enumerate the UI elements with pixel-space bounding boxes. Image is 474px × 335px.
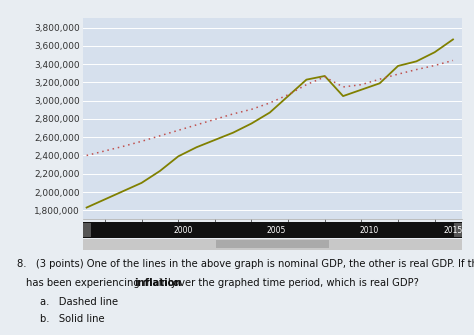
Text: 2000: 2000: [174, 226, 193, 234]
Text: over the graphed time period, which is real GDP?: over the graphed time period, which is r…: [170, 277, 419, 287]
Text: inflation: inflation: [134, 277, 182, 287]
Text: b.   Solid line: b. Solid line: [40, 314, 105, 324]
Bar: [454, 222, 462, 237]
Text: 8.   (3 points) One of the lines in the above graph is nominal GDP, the other is: 8. (3 points) One of the lines in the ab…: [17, 260, 474, 269]
Text: a.   Dashed line: a. Dashed line: [40, 297, 118, 308]
Bar: [83, 222, 91, 237]
Text: 2015: 2015: [443, 226, 462, 234]
Text: has been experiencing mainly: has been experiencing mainly: [26, 277, 180, 287]
Text: 2010: 2010: [360, 226, 379, 234]
Bar: [216, 240, 329, 249]
Text: 2005: 2005: [267, 226, 286, 234]
